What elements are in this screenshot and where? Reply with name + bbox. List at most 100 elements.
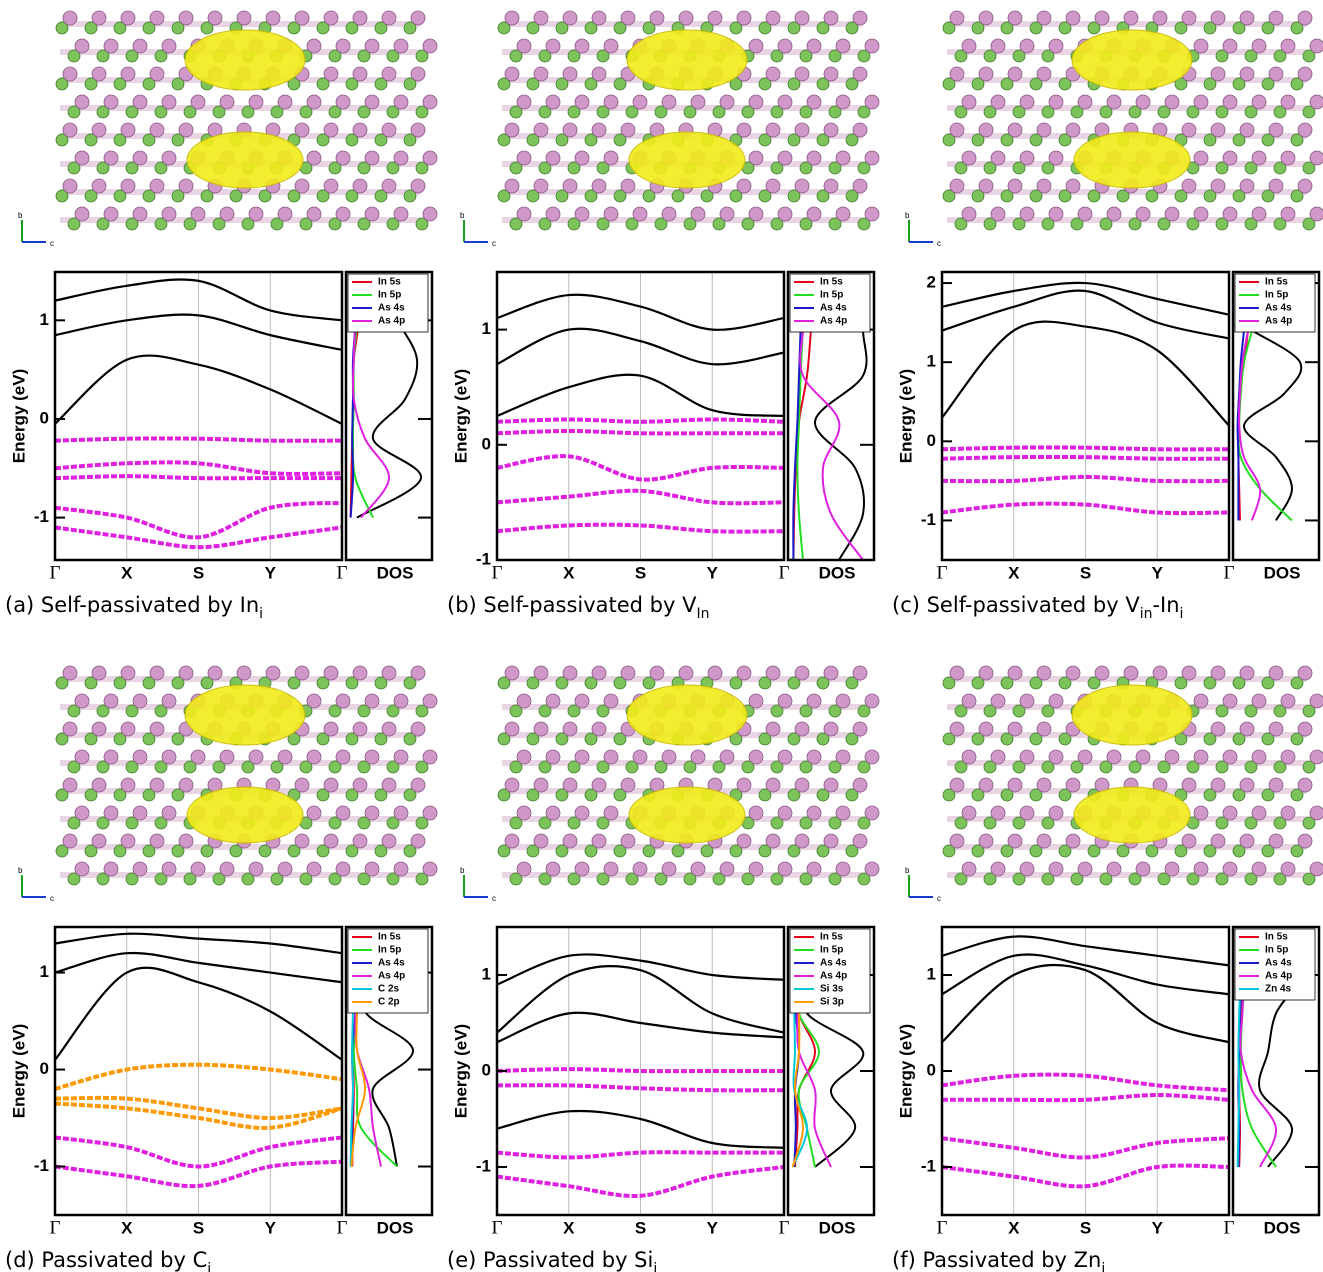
atom-pink (807, 151, 821, 165)
atom-pink (1194, 694, 1208, 708)
charge-density (187, 787, 303, 843)
y-axis-label: Energy (eV) (896, 1024, 915, 1118)
atom-pink (979, 11, 993, 25)
atom-pink (824, 722, 838, 736)
atom-pink (749, 694, 763, 708)
y-axis-label: Energy (eV) (451, 1024, 470, 1118)
atom-pink (1240, 778, 1254, 792)
atom-pink (1223, 207, 1237, 221)
atom-pink (162, 806, 176, 820)
atom-pink (1281, 862, 1295, 876)
atom-pink (191, 95, 205, 109)
atom-pink (778, 694, 792, 708)
atom-pink (962, 39, 976, 53)
atom-pink (679, 666, 693, 680)
atom-pink (1153, 666, 1167, 680)
atom-pink (1240, 666, 1254, 680)
axis-label: b (460, 211, 465, 220)
atom-pink (237, 11, 251, 25)
atom-pink (621, 778, 635, 792)
atom-pink (75, 694, 89, 708)
atom-pink (766, 778, 780, 792)
atom-pink (162, 750, 176, 764)
legend-label: As 4s (1265, 303, 1292, 314)
atom-pink (382, 666, 396, 680)
atom-pink (865, 39, 879, 53)
atom-pink (604, 207, 618, 221)
atom-pink (950, 722, 964, 736)
atom-pink (737, 123, 751, 137)
charge-density (629, 132, 745, 188)
x-tick-label: Γ (937, 562, 948, 583)
dos-label: DOS (819, 563, 856, 582)
caption-subscript: i (653, 1261, 657, 1272)
legend-label: In 5s (378, 932, 401, 943)
atom-pink (63, 778, 77, 792)
atom-pink (778, 151, 792, 165)
axis-label: b (18, 211, 23, 220)
atom-pink (1240, 67, 1254, 81)
legend-label: In 5s (1265, 277, 1288, 288)
atom-pink (991, 862, 1005, 876)
atom-pink (75, 862, 89, 876)
atom-pink (150, 123, 164, 137)
atom-pink (766, 67, 780, 81)
atom-pink (1194, 151, 1208, 165)
atom-pink (1124, 11, 1138, 25)
caption-text: (e) Passivated by Si (447, 1248, 653, 1272)
atom-pink (1269, 11, 1283, 25)
atom-pink (749, 95, 763, 109)
atom-pink (824, 778, 838, 792)
atom-pink (365, 95, 379, 109)
atom-pink (534, 834, 548, 848)
atom-pink (179, 666, 193, 680)
atom-pink (1194, 39, 1208, 53)
atom-pink (336, 39, 350, 53)
x-tick-label: X (1008, 1218, 1020, 1237)
atom-pink (950, 179, 964, 193)
atom-pink (633, 95, 647, 109)
legend-label: In 5p (820, 945, 843, 956)
atom-pink (1281, 207, 1295, 221)
atom-pink (324, 834, 338, 848)
axis-label: b (18, 866, 23, 875)
atom-pink (63, 67, 77, 81)
charge-density (627, 30, 747, 90)
atom-pink (563, 778, 577, 792)
legend-label: In 5p (378, 945, 401, 956)
atom-pink (1008, 11, 1022, 25)
atom-pink (604, 750, 618, 764)
atom-pink (1240, 123, 1254, 137)
atom-pink (411, 123, 425, 137)
caption: (d) Passivated by Ci (5, 1248, 211, 1272)
atom-pink (162, 151, 176, 165)
atom-pink (63, 834, 77, 848)
legend-label: As 4p (378, 316, 405, 327)
atom-pink (604, 39, 618, 53)
atom-pink (546, 151, 560, 165)
atom-pink (336, 694, 350, 708)
charge-density (1074, 132, 1190, 188)
figure: bc-101ΓXSYΓDOSEnergy (eV)In 5sIn 5pAs 4s… (0, 0, 1323, 1272)
atom-pink (1182, 778, 1196, 792)
atom-pink (1252, 694, 1266, 708)
atom-pink (534, 11, 548, 25)
atom-pink (63, 123, 77, 137)
legend-label: As 4p (1265, 971, 1292, 982)
atom-pink (592, 834, 606, 848)
atom-pink (691, 862, 705, 876)
caption: (a) Self-passivated by Ini (5, 593, 263, 622)
atom-pink (1182, 666, 1196, 680)
atom-pink (266, 11, 280, 25)
atom-pink (807, 207, 821, 221)
atom-pink (249, 207, 263, 221)
atom-pink (950, 778, 964, 792)
atom-pink (1020, 151, 1034, 165)
atom-pink (662, 95, 676, 109)
atom-pink (1078, 207, 1092, 221)
atom-pink (133, 39, 147, 53)
crystal-structure: bc (18, 11, 437, 248)
atom-pink (1066, 11, 1080, 25)
atom-pink (179, 834, 193, 848)
atom-pink (795, 666, 809, 680)
